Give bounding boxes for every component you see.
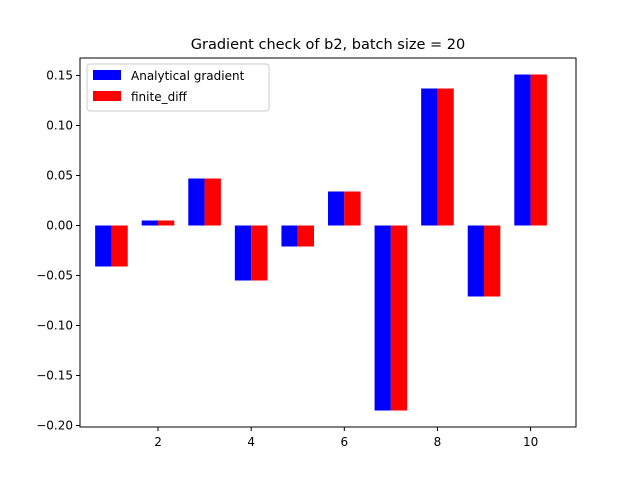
bar-analytical-10 xyxy=(514,74,531,226)
y-tick-label: −0.05 xyxy=(36,269,73,283)
bar-finite-diff-4 xyxy=(251,225,268,281)
bar-finite-diff-8 xyxy=(437,88,454,226)
y-tick-label: −0.10 xyxy=(36,319,73,333)
legend-label-analytical: Analytical gradient xyxy=(131,69,245,83)
bar-analytical-9 xyxy=(467,225,485,297)
bar-analytical-1 xyxy=(95,225,112,267)
y-tick-label: 0.10 xyxy=(46,119,73,133)
axes-layer: −0.20 −0.15 −0.10 −0.05 0.00 0.05 0.10 0.15 2 4 6 8… xyxy=(36,57,577,449)
legend: Analytical gradient finite_diff xyxy=(86,63,270,112)
plot-frame xyxy=(79,57,577,428)
x-tick-label: 6 xyxy=(340,435,348,449)
bar-analytical-6 xyxy=(328,191,345,226)
legend-swatch-analytical xyxy=(93,70,121,80)
chart-title: Gradient check of b2, batch size = 20 xyxy=(191,37,466,53)
y-tick-label: 0.00 xyxy=(46,219,73,233)
bar-finite-diff-5 xyxy=(297,225,315,247)
x-tick-label: 10 xyxy=(523,435,538,449)
bar-finite-diff-1 xyxy=(111,225,128,267)
bar-finite-diff-9 xyxy=(484,225,501,297)
x-tick-label: 8 xyxy=(434,435,442,449)
y-tick-label: 0.15 xyxy=(46,69,73,83)
bar-analytical-3 xyxy=(188,178,205,226)
bar-finite-diff-3 xyxy=(204,178,221,226)
bar-finite-diff-6 xyxy=(344,191,361,226)
y-tick-label: 0.05 xyxy=(46,169,73,183)
legend-label-finite-diff: finite_diff xyxy=(131,90,188,104)
legend-box xyxy=(86,63,270,112)
bars-layer xyxy=(95,74,547,411)
x-tick-label: 2 xyxy=(154,435,162,449)
x-tick-label: 4 xyxy=(247,435,255,449)
bar-finite-diff-7 xyxy=(390,225,408,411)
bar-analytical-5 xyxy=(281,225,298,247)
bar-analytical-8 xyxy=(421,88,438,226)
bar-analytical-2 xyxy=(141,220,159,226)
legend-swatch-finite-diff xyxy=(93,91,121,101)
bar-analytical-4 xyxy=(234,225,252,281)
bar-finite-diff-10 xyxy=(530,74,547,226)
bar-analytical-7 xyxy=(374,225,391,411)
y-tick-label: −0.20 xyxy=(36,419,73,433)
bar-finite-diff-2 xyxy=(158,220,175,226)
y-tick-label: −0.15 xyxy=(36,369,73,383)
